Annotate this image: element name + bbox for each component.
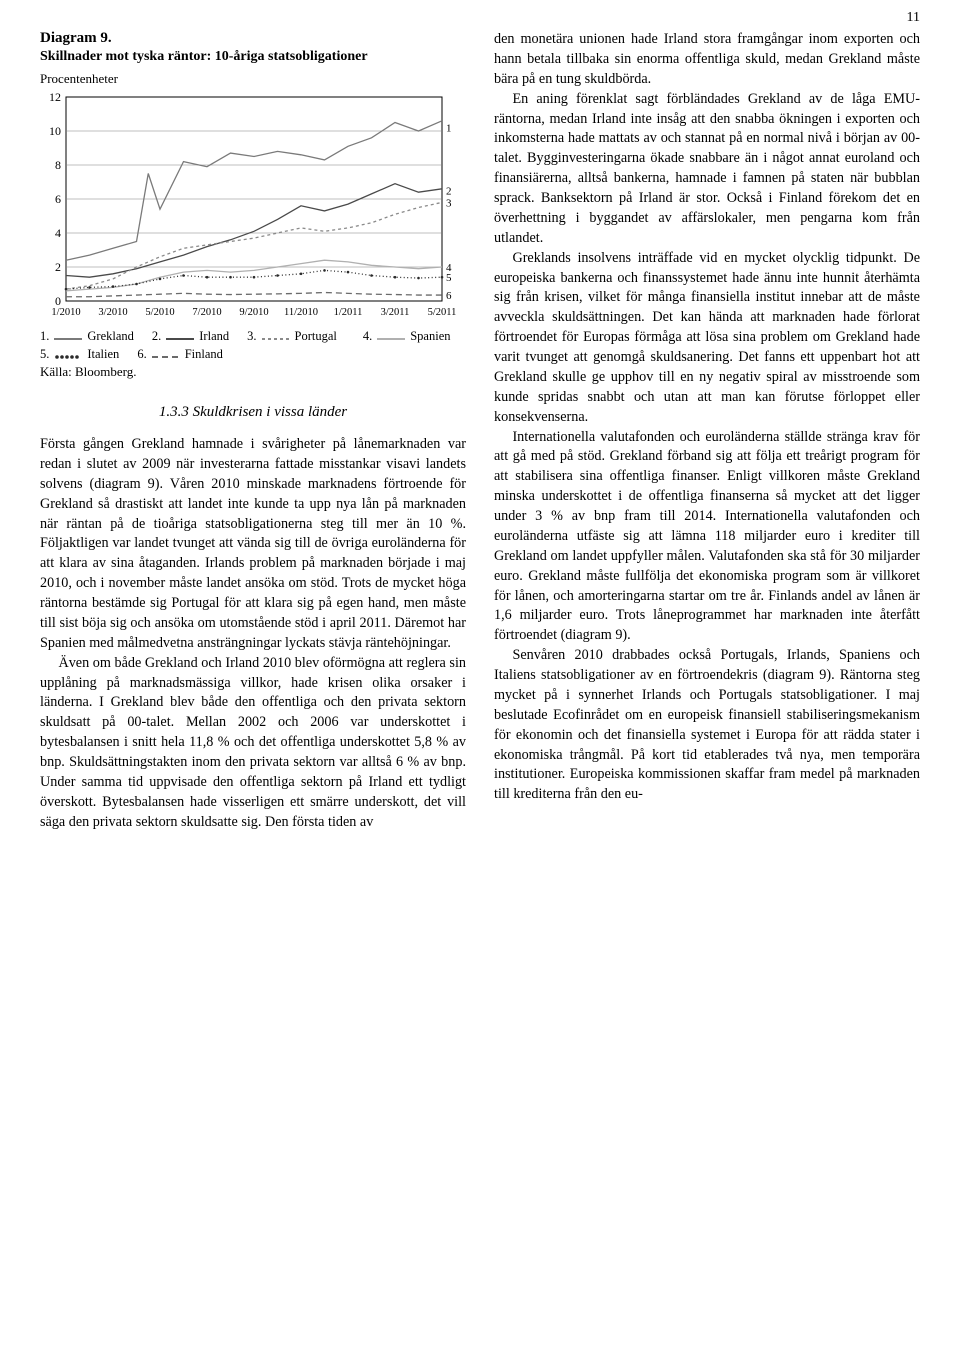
diagram-label: Diagram 9. (40, 30, 466, 47)
svg-text:2: 2 (446, 186, 452, 198)
body-paragraph: En aning förenklat sagt förbländades Gre… (494, 90, 920, 249)
body-paragraph: Greklands insolvens inträffade vid en my… (494, 249, 920, 428)
chart: 0246810121/20103/20105/20107/20109/20101… (40, 91, 466, 321)
svg-text:1/2010: 1/2010 (51, 307, 80, 318)
svg-text:11/2010: 11/2010 (284, 307, 318, 318)
body-paragraph: Internationella valutafonden och eurolän… (494, 428, 920, 647)
svg-text:4: 4 (55, 226, 61, 240)
legend-item: 5. Italien (40, 345, 119, 363)
section-heading: 1.3.3 Skuldkrisen i vissa länder (40, 404, 466, 421)
legend-item: 4. Spanien (363, 327, 451, 345)
page-number: 11 (907, 10, 920, 26)
svg-text:8: 8 (55, 158, 61, 172)
svg-text:5: 5 (446, 272, 452, 284)
diagram-block: Diagram 9. Skillnader mot tyska räntor: … (40, 30, 466, 382)
svg-text:2: 2 (55, 260, 61, 274)
svg-text:3/2010: 3/2010 (98, 307, 127, 318)
body-paragraph: den monetära unionen hade Irland stora f… (494, 30, 920, 90)
svg-text:7/2010: 7/2010 (192, 307, 221, 318)
legend-item: 3. Portugal (247, 327, 337, 345)
body-paragraph: Första gången Grekland hamnade i svårigh… (40, 435, 466, 654)
body-paragraph: Senvåren 2010 drabbades också Portugals,… (494, 646, 920, 805)
page-content: Diagram 9. Skillnader mot tyska räntor: … (40, 30, 920, 833)
right-body-text: den monetära unionen hade Irland stora f… (494, 30, 920, 805)
svg-text:9/2010: 9/2010 (239, 307, 268, 318)
svg-text:3/2011: 3/2011 (381, 307, 410, 318)
chart-source: Källa: Bloomberg. (40, 363, 466, 382)
right-column: den monetära unionen hade Irland stora f… (494, 30, 920, 833)
svg-text:6: 6 (446, 290, 452, 302)
svg-text:5/2011: 5/2011 (428, 307, 457, 318)
diagram-title: Skillnader mot tyska räntor: 10-åriga st… (40, 49, 466, 65)
svg-text:10: 10 (49, 124, 61, 138)
chart-legend: 1. Grekland 2. Irland 3. Portugal 4. Spanie… (40, 327, 466, 382)
chart-svg: 0246810121/20103/20105/20107/20109/20101… (40, 91, 460, 321)
svg-text:0: 0 (55, 294, 61, 308)
left-column: Diagram 9. Skillnader mot tyska räntor: … (40, 30, 466, 833)
legend-item: 2. Irland (152, 327, 229, 345)
body-paragraph: Även om både Grekland och Irland 2010 bl… (40, 654, 466, 833)
legend-item: 6. Finland (137, 345, 223, 363)
left-body-text: Första gången Grekland hamnade i svårigh… (40, 435, 466, 833)
svg-text:12: 12 (49, 91, 61, 104)
svg-text:3: 3 (446, 197, 452, 209)
legend-item: 1. Grekland (40, 327, 134, 345)
svg-text:5/2010: 5/2010 (145, 307, 174, 318)
svg-text:6: 6 (55, 192, 61, 206)
svg-text:1/2011: 1/2011 (334, 307, 363, 318)
diagram-ylabel: Procentenheter (40, 71, 466, 87)
svg-text:1: 1 (446, 123, 452, 135)
